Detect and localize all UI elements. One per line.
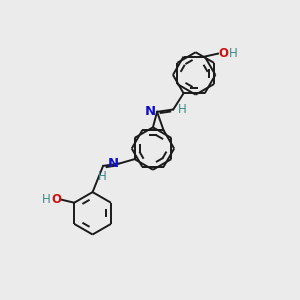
Text: H: H <box>229 47 237 60</box>
Text: H: H <box>178 103 186 116</box>
Text: O: O <box>51 193 61 206</box>
Text: H: H <box>98 170 107 183</box>
Text: N: N <box>145 105 156 118</box>
Text: N: N <box>108 157 119 170</box>
Text: O: O <box>219 47 229 60</box>
Text: H: H <box>42 193 51 206</box>
